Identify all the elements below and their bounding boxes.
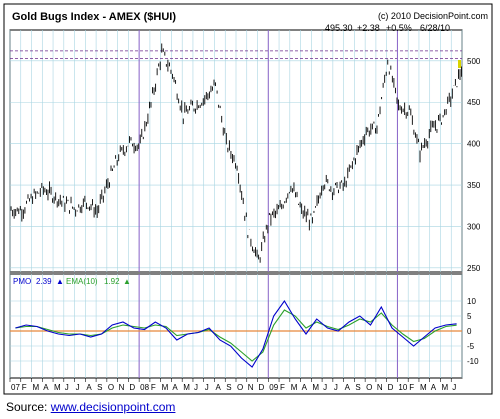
x-axis-tick-label: S — [97, 383, 102, 392]
hui-chart: 250 300 350 400 450 500 Gold Bugs Index - AME… — [3, 3, 493, 395]
x-axis-tick-label: F — [151, 383, 156, 392]
x-axis-tick-label: A — [345, 383, 351, 392]
readout-last: 495.30 — [325, 23, 353, 33]
ema-legend-label: EMA(10) — [66, 277, 98, 286]
x-axis-tick-label: M — [162, 383, 169, 392]
x-axis-tick-label: 08 — [140, 383, 149, 392]
x-axis-tick-label: M — [420, 383, 427, 392]
x-axis-tick-label: N — [377, 383, 383, 392]
pmo-legend: PMO 2.39 ▲ EMA(10) 1.92 ▲ — [13, 277, 131, 286]
x-axis-tick-label: A — [43, 383, 49, 392]
x-axis-tick-label: S — [226, 383, 231, 392]
x-axis-tick-label: N — [119, 383, 125, 392]
x-axis-tick-label: J — [452, 383, 456, 392]
source-line: Source: www.decisionpoint.com — [6, 400, 175, 414]
x-axis-tick-label: F — [409, 383, 414, 392]
x-axis: 07 F M A M J J A S O N D 08 F M A M J J A S O N D 09 F M A M J J A S O N D 1… — [9, 378, 456, 392]
price-y-tick-label: 500 — [467, 57, 481, 66]
x-axis-tick-label: 09 — [269, 383, 278, 392]
x-axis-tick-label: M — [441, 383, 448, 392]
source-link[interactable]: www.decisionpoint.com — [50, 400, 176, 414]
x-axis-tick-label: O — [108, 383, 114, 392]
x-axis-tick-label: A — [172, 383, 178, 392]
copyright-text: (c) 2010 DecisionPoint.com — [378, 11, 488, 21]
x-axis-tick-label: D — [129, 383, 135, 392]
chart-outer-frame — [3, 3, 493, 395]
x-axis-tick-label: N — [248, 383, 254, 392]
x-axis-tick-label: 07 — [11, 383, 20, 392]
pmo-legend-value: 2.39 — [36, 277, 52, 286]
chart-title: Gold Bugs Index - AMEX ($HUI) — [12, 11, 176, 23]
x-axis-tick-label: M — [33, 383, 40, 392]
pmo-legend-label: PMO — [13, 277, 31, 286]
x-axis-tick-label: D — [388, 383, 394, 392]
x-axis-tick-label: A — [302, 383, 308, 392]
price-last-marker — [458, 60, 461, 69]
x-axis-tick-label: O — [366, 383, 372, 392]
x-axis-tick-label: 10 — [398, 383, 407, 392]
x-axis-tick-label: M — [54, 383, 61, 392]
price-readout: 495.30 +2.38 +0.5% 6/28/10 — [325, 23, 450, 33]
price-y-tick-label: 400 — [467, 140, 481, 149]
x-axis-tick-label: J — [323, 383, 327, 392]
x-axis-tick-label: M — [291, 383, 298, 392]
x-axis-tick-label: S — [355, 383, 360, 392]
ema-legend-value: 1.92 — [104, 277, 120, 286]
x-axis-tick-label: O — [237, 383, 243, 392]
price-y-tick-label: 450 — [467, 98, 481, 107]
pmo-y-tick-label: 10 — [467, 297, 476, 306]
x-axis-tick-label: M — [312, 383, 319, 392]
pmo-y-tick-label: -10 — [467, 357, 479, 366]
price-y-tick-label: 250 — [467, 264, 481, 273]
readout-change: +2.38 — [357, 23, 380, 33]
x-axis-tick-label: A — [86, 383, 92, 392]
x-axis-tick-label: J — [205, 383, 209, 392]
x-axis-tick-label: F — [280, 383, 285, 392]
readout-date: 6/28/10 — [420, 23, 450, 33]
x-axis-tick-label: A — [215, 383, 221, 392]
x-axis-tick-label: J — [65, 383, 69, 392]
readout-pct-change: +0.5% — [386, 23, 412, 33]
x-axis-tick-label: M — [183, 383, 190, 392]
source-label: Source: — [6, 400, 51, 414]
x-axis-tick-label: D — [259, 383, 265, 392]
pmo-y-tick-label: 5 — [467, 312, 472, 321]
x-axis-tick-label: A — [431, 383, 437, 392]
ema-up-icon: ▲ — [123, 277, 131, 286]
x-axis-tick-label: J — [76, 383, 80, 392]
pmo-up-icon: ▲ — [56, 277, 64, 286]
x-axis-tick-label: F — [22, 383, 27, 392]
pmo-y-tick-label: -5 — [467, 342, 475, 351]
x-axis-tick-label: J — [194, 383, 198, 392]
pmo-series-line — [15, 299, 457, 368]
x-axis-tick-label: J — [334, 383, 338, 392]
price-y-tick-label: 300 — [467, 222, 481, 231]
pmo-y-tick-label: 0 — [467, 327, 472, 336]
price-y-tick-label: 350 — [467, 181, 481, 190]
ema-series-line — [15, 309, 457, 362]
